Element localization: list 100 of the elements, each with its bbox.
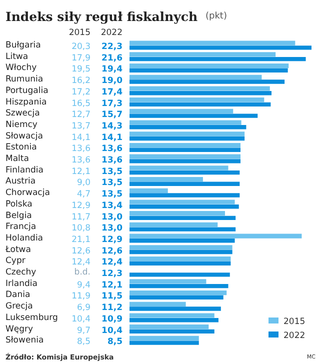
bar [130, 222, 218, 227]
data-label: 4,7 [76, 190, 91, 200]
bar [130, 313, 214, 318]
bar [130, 227, 236, 232]
bar [130, 324, 209, 330]
bar [130, 204, 239, 209]
data-label: 15,7 [102, 110, 123, 120]
data-label: 14,3 [102, 121, 123, 132]
bar [130, 284, 228, 288]
bar [130, 40, 296, 46]
bar [130, 56, 306, 62]
bar [130, 159, 240, 164]
bar [130, 302, 186, 306]
data-label: 13,5 [102, 166, 123, 177]
bar [130, 154, 240, 159]
data-label: 12,9 [102, 234, 123, 245]
data-label: 12,7 [72, 110, 91, 120]
data-label: 11,5 [102, 292, 123, 302]
data-label: 13,4 [102, 200, 123, 211]
bar [130, 245, 232, 250]
data-label: 10,9 [102, 314, 123, 324]
bar [130, 250, 232, 254]
bar [130, 102, 271, 107]
y-tick-label: Malta [6, 154, 29, 164]
data-label: 11,9 [72, 292, 91, 302]
bar [130, 68, 288, 72]
y-tick-label: Czechy [6, 268, 36, 278]
y-tick-label: Słowenia [6, 336, 44, 346]
data-label: 10,4 [102, 326, 123, 336]
bar [130, 74, 262, 80]
y-tick-label: Luksemburg [6, 312, 58, 323]
data-label: 17,9 [72, 53, 91, 64]
bar [130, 234, 302, 238]
bar [130, 136, 245, 141]
bar [130, 318, 218, 322]
data-label: 12,1 [102, 280, 123, 290]
y-tick-label: Słowacja [6, 131, 43, 142]
bar [130, 120, 242, 125]
data-label: 6,9 [76, 303, 91, 314]
data-label: 9,0 [76, 178, 91, 188]
y-tick-label: Estonia [6, 142, 37, 153]
data-label: 12,9 [72, 200, 91, 211]
data-label: 16,5 [72, 98, 91, 109]
data-label: 21,6 [102, 53, 123, 64]
text: 2022 [100, 28, 123, 38]
y-tick-label: Rumunia [6, 74, 44, 85]
legend-label: 2015 [284, 317, 306, 327]
bar [130, 340, 199, 345]
data-label: 17,4 [102, 87, 123, 98]
bar [130, 125, 246, 130]
bar [130, 91, 272, 96]
y-tick-label: Irlandia [6, 278, 38, 289]
bar [130, 98, 264, 102]
bar [130, 272, 230, 277]
y-tick-label: Włochy [6, 63, 37, 74]
data-label: 19,4 [102, 64, 123, 75]
y-tick-label: Cypr [6, 256, 26, 266]
bar [130, 329, 214, 334]
data-label: 13,0 [102, 224, 123, 234]
bar [130, 261, 231, 266]
y-tick-label: Łotwa [4, 244, 31, 255]
chart-title: Indeks siły reguł fiskalnych [6, 9, 198, 24]
data-label: 12,6 [72, 246, 91, 256]
y-tick-label: Szwecja [6, 108, 40, 119]
data-label: 21,1 [72, 234, 91, 245]
data-label: 14,1 [102, 132, 123, 143]
data-label: 11,2 [102, 303, 123, 314]
data-label: 13,6 [102, 156, 123, 166]
y-tick-label: Belgia [6, 210, 32, 221]
bar [130, 64, 289, 68]
bar [130, 306, 221, 311]
text: b.d. [74, 268, 91, 278]
data-label: 17,3 [102, 98, 123, 109]
bar [130, 188, 168, 193]
data-label: 10,4 [72, 314, 91, 324]
bar [130, 216, 236, 220]
y-tick-label: Francja [6, 222, 36, 232]
data-label: 14,1 [72, 132, 91, 143]
bar [130, 142, 240, 148]
text: 2015 [68, 28, 91, 38]
y-tick-label: Hiszpania [6, 97, 47, 108]
y-tick-label: Holandia [6, 233, 44, 244]
data-label: 13,6 [72, 156, 91, 166]
bar [130, 295, 224, 300]
bar [130, 46, 312, 50]
y-tick-label: Litwa [6, 52, 28, 62]
data-label: 17,2 [72, 87, 91, 98]
data-label: 19,5 [72, 64, 91, 75]
data-label: 13,6 [102, 144, 123, 154]
bar [130, 170, 240, 175]
bar [130, 86, 270, 91]
data-label: 12,4 [72, 258, 91, 268]
bar [130, 166, 228, 170]
data-label: 8,5 [76, 337, 91, 348]
bar [130, 279, 206, 284]
data-label: 10,8 [72, 224, 91, 234]
data-label: 12,1 [72, 166, 91, 177]
data-label: 13,5 [102, 178, 123, 188]
data-label: 20,3 [72, 42, 91, 52]
y-tick-label: Niemcy [6, 120, 38, 130]
